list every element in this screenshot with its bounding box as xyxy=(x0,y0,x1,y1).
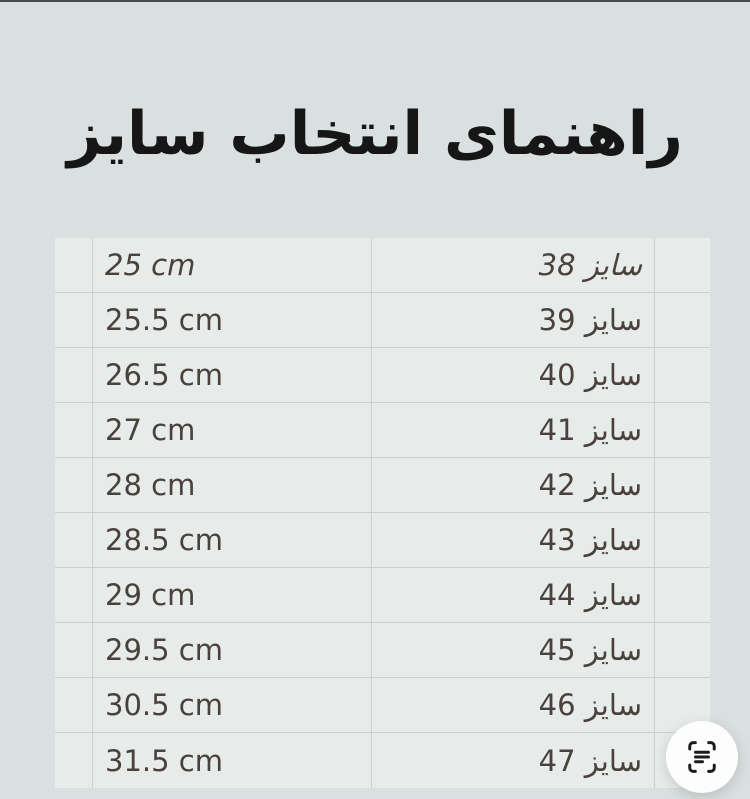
spacer-cell-left xyxy=(55,513,92,567)
spacer-cell-right xyxy=(655,238,710,292)
spacer-cell-left xyxy=(55,733,92,788)
spacer-cell-right xyxy=(655,403,710,457)
spacer-cell-left xyxy=(55,293,92,347)
table-row: 29 cm سایز 44 xyxy=(55,568,710,623)
table-row: 26.5 cm سایز 40 xyxy=(55,348,710,403)
size-value-cell: سایز 40 xyxy=(372,348,655,402)
size-value-cell: سایز 38 xyxy=(372,238,655,292)
cm-value-cell: 29 cm xyxy=(92,568,372,622)
scan-text-icon xyxy=(688,741,716,773)
table-row: 25.5 cm سایز 39 xyxy=(55,293,710,348)
table-row: 25 cm سایز 38 xyxy=(55,238,710,293)
spacer-cell-left xyxy=(55,238,92,292)
cm-value-cell: 28.5 cm xyxy=(92,513,372,567)
size-value-cell: سایز 44 xyxy=(372,568,655,622)
cm-value-cell: 30.5 cm xyxy=(92,678,372,732)
table-row: 27 cm سایز 41 xyxy=(55,403,710,458)
spacer-cell-left xyxy=(55,678,92,732)
page-title: راهنمای انتخاب سایز xyxy=(67,99,683,169)
size-table: 25 cm سایز 38 25.5 cm سایز 39 26.5 cm سا… xyxy=(55,238,710,788)
size-value-cell: سایز 45 xyxy=(372,623,655,677)
cm-value-cell: 31.5 cm xyxy=(92,733,372,788)
table-row: 29.5 cm سایز 45 xyxy=(55,623,710,678)
size-value-cell: سایز 46 xyxy=(372,678,655,732)
scan-text-button[interactable] xyxy=(666,721,738,793)
spacer-cell-right xyxy=(655,348,710,402)
table-row: 31.5 cm سایز 47 xyxy=(55,733,710,788)
spacer-cell-left xyxy=(55,348,92,402)
cm-value-cell: 25.5 cm xyxy=(92,293,372,347)
size-value-cell: سایز 43 xyxy=(372,513,655,567)
spacer-cell-left xyxy=(55,623,92,677)
cm-value-cell: 27 cm xyxy=(92,403,372,457)
cm-value-cell: 25 cm xyxy=(92,238,372,292)
cm-value-cell: 29.5 cm xyxy=(92,623,372,677)
spacer-cell-left xyxy=(55,403,92,457)
cm-value-cell: 26.5 cm xyxy=(92,348,372,402)
table-row: 28 cm سایز 42 xyxy=(55,458,710,513)
spacer-cell-right xyxy=(655,458,710,512)
spacer-cell-right xyxy=(655,623,710,677)
spacer-cell-right xyxy=(655,513,710,567)
top-edge-line xyxy=(0,0,750,2)
table-row: 30.5 cm سایز 46 xyxy=(55,678,710,733)
spacer-cell-right xyxy=(655,293,710,347)
size-value-cell: سایز 42 xyxy=(372,458,655,512)
size-value-cell: سایز 39 xyxy=(372,293,655,347)
cm-value-cell: 28 cm xyxy=(92,458,372,512)
size-value-cell: سایز 47 xyxy=(372,733,655,788)
spacer-cell-left xyxy=(55,568,92,622)
spacer-cell-left xyxy=(55,458,92,512)
table-row: 28.5 cm سایز 43 xyxy=(55,513,710,568)
spacer-cell-right xyxy=(655,568,710,622)
size-value-cell: سایز 41 xyxy=(372,403,655,457)
